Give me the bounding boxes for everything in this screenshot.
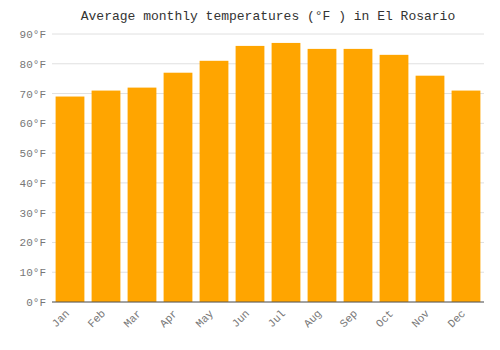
x-axis: Jan Feb Mar Apr May Jun Jul Aug Sep Oct Nov Dec — [50, 307, 468, 330]
chart-container: Average monthly temperatures (°F ) in El… — [0, 0, 500, 350]
bar — [272, 43, 301, 302]
x-tick-label: Dec — [446, 308, 468, 330]
bar — [308, 49, 337, 302]
bar — [236, 46, 265, 302]
y-tick-label: 50°F — [20, 148, 46, 160]
grid-line — [52, 63, 484, 64]
y-tick-label: 20°F — [20, 237, 46, 249]
bar — [416, 76, 445, 302]
x-axis-line — [52, 302, 484, 303]
x-tick-label: Apr — [158, 308, 180, 330]
bar — [128, 88, 157, 302]
y-tick-label: 90°F — [20, 29, 46, 41]
x-tick-label: Oct — [374, 308, 396, 330]
x-tick-label: Jul — [266, 308, 288, 330]
x-tick-label: Sep — [338, 308, 360, 330]
bars — [56, 43, 481, 302]
bar — [92, 91, 121, 302]
bar — [200, 61, 229, 302]
y-tick-label: 60°F — [20, 118, 46, 130]
y-tick-label: 10°F — [20, 267, 46, 279]
x-tick-label: Jun — [230, 308, 252, 330]
grid-line — [52, 34, 484, 35]
y-tick-label: 70°F — [20, 89, 46, 101]
x-tick-label: Aug — [302, 308, 324, 330]
bar — [344, 49, 373, 302]
x-tick-label: Jan — [50, 308, 72, 330]
bar — [56, 97, 85, 302]
bar — [452, 91, 481, 302]
title: Average monthly temperatures (°F ) in El… — [81, 9, 455, 24]
y-tick-label: 80°F — [20, 59, 46, 71]
x-tick-label: Nov — [410, 307, 433, 330]
chart: Average monthly temperatures (°F ) in El… — [0, 0, 500, 350]
y-tick-label: 0°F — [26, 297, 46, 309]
bar — [164, 73, 193, 302]
y-axis: 0°F 10°F 20°F 30°F 40°F 50°F 60°F 70°F 80°F 90°F — [20, 29, 484, 309]
x-tick-label: Mar — [122, 308, 144, 330]
y-tick-label: 40°F — [20, 178, 46, 190]
bar — [380, 55, 409, 302]
grid-line — [52, 302, 484, 303]
x-tick-label: May — [194, 307, 217, 330]
x-tick-label: Feb — [86, 308, 108, 330]
y-tick-label: 30°F — [20, 208, 46, 220]
